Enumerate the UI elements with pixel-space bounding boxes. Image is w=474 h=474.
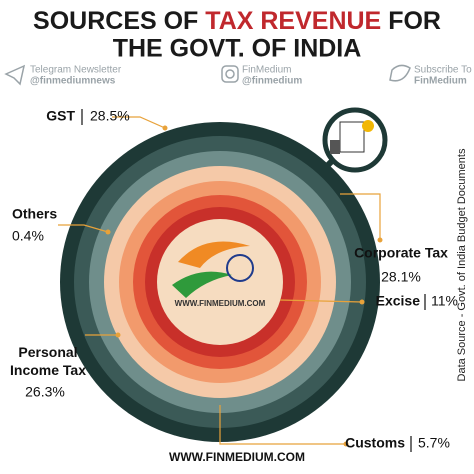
label-line: Personal [18, 344, 77, 360]
social-text: FinMedium [242, 65, 291, 76]
social-text: @finmedium [242, 76, 302, 87]
category-label: Excise [376, 293, 421, 309]
social-text: Telegram Newsletter [30, 65, 122, 76]
flag-chakra [226, 254, 254, 282]
logo-text: WWW.FINMEDIUM.COM [175, 299, 266, 308]
twitter-icon [389, 64, 411, 82]
doc-icon [339, 121, 365, 153]
coin-icon [362, 120, 374, 132]
category-label: GST [46, 108, 75, 124]
title-part: SOURCES OF [33, 7, 198, 35]
flag-saffron [178, 241, 250, 268]
label-line: Income Tax [10, 362, 86, 378]
leader-line [340, 193, 381, 240]
value-label: 28.5% [90, 108, 130, 124]
leader-dot [343, 441, 349, 447]
instagram-icon-lens [225, 69, 235, 79]
title-highlight: TAX REVENUE [205, 7, 381, 35]
leader-line [112, 116, 166, 129]
social-text: @finmediumnews [30, 76, 116, 87]
value-label: 0.4% [12, 228, 44, 244]
calc-icon [330, 140, 340, 154]
leader-dot [115, 332, 121, 338]
value-label: 28.1% [381, 269, 421, 285]
source-note: Data Source - Govt. of India Budget Docu… [456, 148, 468, 381]
footer: WWW.FINMEDIUM.COM [169, 450, 305, 464]
instagram-icon [221, 65, 239, 83]
rings: WWW.FINMEDIUM.COM [60, 122, 380, 442]
title-part: FOR [388, 7, 441, 35]
leader-line [219, 405, 346, 445]
social-icons [4, 64, 411, 86]
title-line2: THE GOVT. OF INDIA [113, 35, 362, 63]
title-line1: SOURCES OF TAX REVENUE FOR [33, 7, 441, 35]
leader-line [279, 299, 363, 303]
category-label: Customs [345, 435, 405, 451]
value-label: 26.3% [25, 384, 65, 400]
leader-dot [377, 237, 383, 243]
value-label: 11% [431, 293, 458, 309]
social-text: FinMedium [414, 76, 467, 87]
category-label: Others [12, 206, 57, 222]
social-text: Subscribe To [414, 65, 472, 76]
category-label: Corporate Tax [354, 245, 448, 261]
telegram-icon [4, 64, 26, 86]
flag-green [172, 271, 232, 298]
leader-dot [359, 299, 365, 305]
category-label: Personal Income Tax [10, 344, 86, 378]
leader-dot [105, 229, 111, 235]
leader-line [58, 224, 109, 233]
leader-dot [162, 125, 168, 131]
logo-disc [157, 219, 283, 345]
value-label: 5.7% [418, 435, 450, 451]
